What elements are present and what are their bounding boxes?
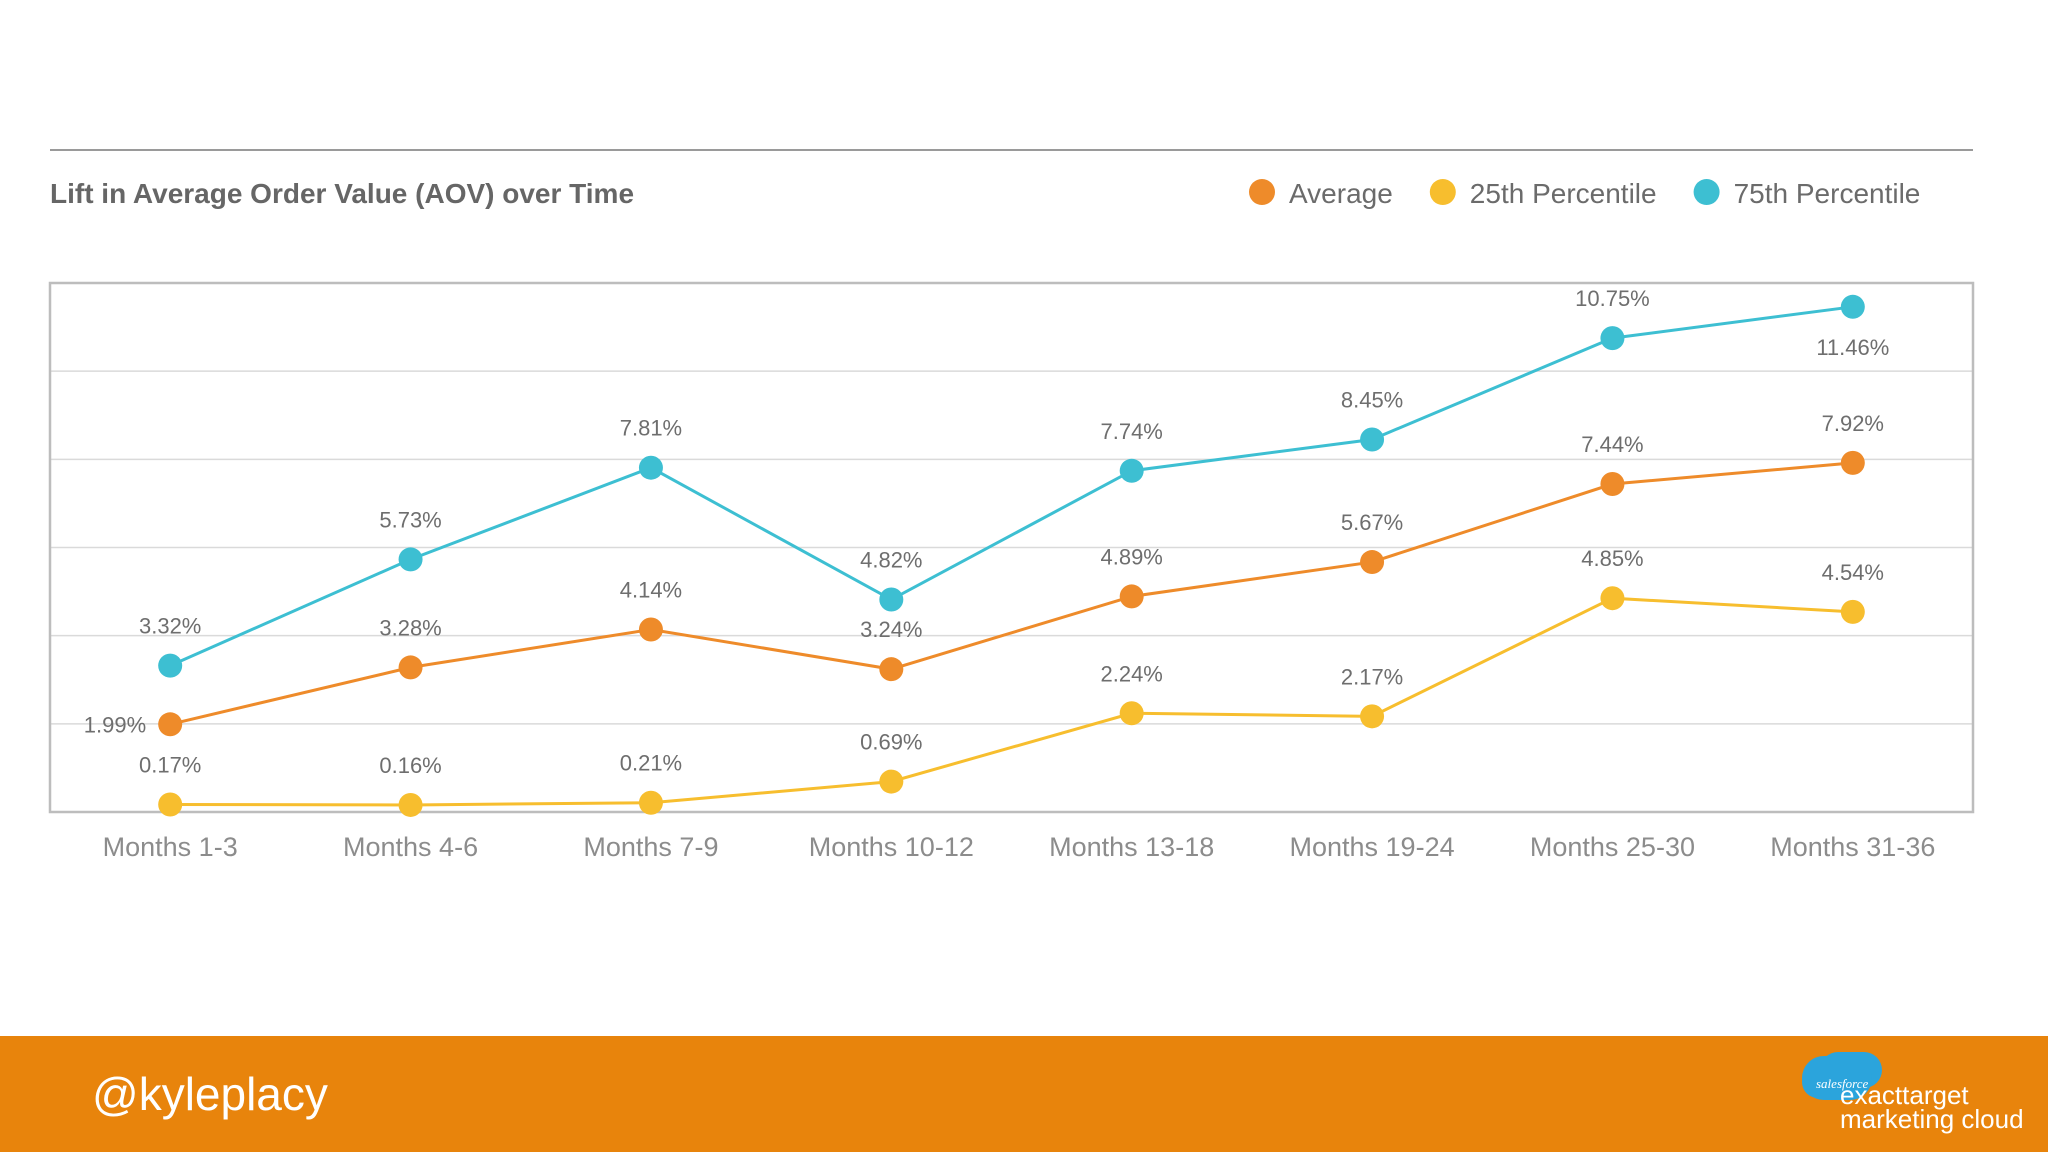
- data-point: [638, 790, 663, 815]
- data-point: [398, 547, 423, 572]
- x-tick-label: Months 13-18: [1049, 832, 1214, 862]
- data-point: [158, 712, 183, 737]
- data-point: [1360, 704, 1385, 729]
- data-point: [638, 617, 663, 642]
- legend-marker-0: [1249, 179, 1275, 205]
- x-tick-label: Months 1-3: [103, 832, 238, 862]
- data-point: [1119, 584, 1144, 609]
- plot-frame: [48, 281, 1975, 814]
- chart: Lift in Average Order Value (AOV) over T…: [48, 149, 1975, 862]
- data-label: 4.89%: [1100, 544, 1162, 569]
- data-point: [1840, 450, 1865, 475]
- data-label: 10.75%: [1575, 286, 1650, 311]
- data-point: [879, 657, 904, 682]
- data-label: 1.99%: [84, 712, 146, 737]
- legend-marker-2: [1693, 179, 1720, 205]
- data-label: 4.14%: [620, 577, 682, 602]
- footer-bar: @kyleplacy salesforce exacttarget market…: [0, 1036, 2048, 1152]
- legend-marker-1: [1429, 179, 1456, 205]
- data-point: [1600, 472, 1625, 497]
- line-chart: Lift in Average Order Value (AOV) over T…: [48, 149, 1975, 862]
- data-label: 0.21%: [620, 751, 682, 776]
- logo-line1: exacttarget: [1840, 1080, 1969, 1110]
- data-label: 5.67%: [1341, 510, 1403, 535]
- data-label: 4.54%: [1822, 560, 1884, 585]
- data-point: [638, 455, 663, 480]
- data-label: 0.17%: [139, 753, 201, 778]
- logo-small-text: salesforce: [1816, 1076, 1869, 1091]
- x-tick-label: Months 7-9: [583, 832, 718, 862]
- data-label: 7.81%: [620, 416, 682, 441]
- x-tick-label: Months 25-30: [1530, 832, 1695, 862]
- logo-line2: marketing cloud: [1840, 1104, 2024, 1134]
- data-label: 5.73%: [379, 507, 441, 532]
- series-line-2: [169, 305, 1854, 668]
- legend-label-1: 25th Percentile: [1470, 178, 1657, 209]
- data-label: 7.74%: [1100, 419, 1162, 444]
- data-point: [1119, 458, 1144, 483]
- data-label: 4.82%: [860, 548, 922, 573]
- legend-label-2: 75th Percentile: [1734, 178, 1921, 209]
- data-point: [1840, 599, 1865, 624]
- x-tick-label: Months 4-6: [343, 832, 478, 862]
- data-point: [158, 792, 183, 817]
- data-label: 0.16%: [379, 753, 441, 778]
- chart-title: Lift in Average Order Value (AOV) over T…: [50, 178, 634, 209]
- data-label: 8.45%: [1341, 387, 1403, 412]
- exacttarget-logo: salesforce exacttarget marketing cloud: [1800, 1050, 2024, 1140]
- data-label: 2.24%: [1100, 661, 1162, 686]
- data-label: 11.46%: [1816, 335, 1889, 360]
- data-point: [1360, 550, 1385, 575]
- salesforce-cloud-icon: salesforce: [1802, 1056, 1872, 1100]
- data-label: 0.69%: [860, 730, 922, 755]
- x-tick-label: Months 19-24: [1290, 832, 1455, 862]
- data-point: [1840, 294, 1865, 319]
- data-point: [158, 653, 183, 678]
- data-label: 3.28%: [379, 615, 441, 640]
- data-label: 3.24%: [860, 617, 922, 642]
- data-label: 2.17%: [1341, 664, 1403, 689]
- data-point: [1360, 427, 1385, 452]
- series-line-0: [169, 461, 1853, 726]
- series-line-1: [170, 596, 1853, 807]
- data-point: [1119, 701, 1144, 726]
- x-tick-label: Months 31-36: [1770, 832, 1935, 862]
- data-label: 7.44%: [1581, 432, 1643, 457]
- data-point: [1600, 326, 1625, 351]
- data-point: [398, 655, 423, 680]
- data-point: [879, 769, 904, 794]
- data-point: [398, 792, 423, 817]
- x-tick-label: Months 10-12: [809, 832, 974, 862]
- data-label: 4.85%: [1581, 546, 1643, 571]
- data-label: 7.92%: [1822, 411, 1884, 436]
- data-point: [1600, 586, 1625, 611]
- legend-label-0: Average: [1289, 178, 1393, 209]
- data-point: [879, 587, 904, 612]
- twitter-handle: @kyleplacy: [92, 1068, 328, 1120]
- data-label: 3.32%: [139, 614, 201, 639]
